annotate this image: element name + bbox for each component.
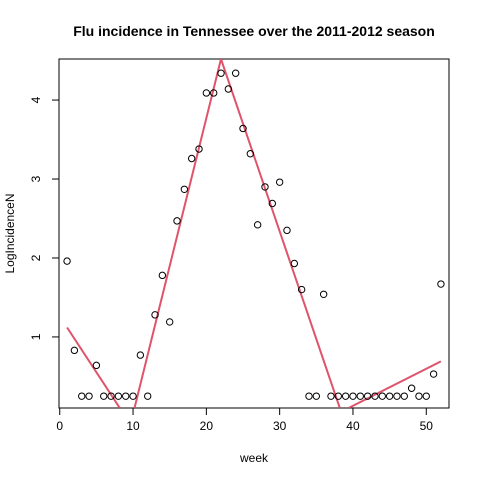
- data-point: [100, 392, 108, 400]
- data-point: [407, 384, 416, 392]
- data-point: [144, 392, 152, 400]
- data-point: [129, 392, 137, 400]
- x-tick-label: 10: [126, 419, 140, 433]
- chart-title: Flu incidence in Tennessee over the 2011…: [73, 23, 435, 39]
- fit-lines: [66, 59, 442, 408]
- data-point: [246, 150, 255, 158]
- x-tick-label: 0: [56, 419, 63, 433]
- data-point: [202, 89, 211, 97]
- data-point: [415, 392, 423, 400]
- x-tick-label: 40: [346, 419, 360, 433]
- x-axis-label: week: [239, 451, 269, 465]
- data-point: [422, 392, 430, 400]
- data-point: [78, 392, 86, 400]
- data-point: [327, 392, 335, 400]
- data-point: [319, 290, 328, 298]
- data-point: [356, 392, 364, 400]
- y-axis-label: LogIncidenceN: [3, 193, 17, 273]
- data-point: [180, 185, 189, 193]
- data-point: [334, 392, 343, 400]
- y-tick-label: 1: [29, 333, 43, 340]
- data-point: [349, 392, 357, 400]
- data-point: [70, 346, 79, 355]
- x-tick-label: 30: [273, 419, 287, 433]
- data-point: [173, 217, 181, 225]
- x-tick-label: 20: [200, 419, 214, 433]
- data-point: [275, 178, 284, 186]
- data-point: [283, 226, 291, 235]
- fit-line-segment: [66, 326, 121, 408]
- fit-line-segment: [133, 59, 341, 408]
- data-point: [195, 145, 203, 153]
- data-point: [437, 280, 445, 288]
- data-point: [393, 392, 401, 400]
- data-point: [231, 69, 240, 77]
- data-point: [136, 351, 145, 359]
- fit-line-segment: [348, 360, 442, 408]
- data-point: [158, 271, 167, 280]
- data-point: [341, 392, 350, 400]
- data-point: [151, 311, 159, 319]
- data-point: [217, 69, 225, 77]
- data-point: [114, 392, 123, 400]
- data-point: [305, 392, 313, 400]
- data-point: [268, 199, 277, 208]
- data-points: [63, 69, 445, 400]
- data-point: [187, 154, 196, 163]
- data-point: [400, 392, 408, 400]
- data-point: [92, 361, 101, 370]
- x-axis: 0 10 20 30 40 50: [56, 407, 434, 433]
- data-point: [312, 392, 321, 400]
- y-tick-label: 2: [29, 254, 43, 261]
- y-tick-label: 4: [29, 96, 43, 103]
- y-tick-label: 3: [29, 175, 43, 182]
- data-point: [85, 392, 93, 400]
- data-point: [363, 392, 372, 400]
- data-point: [253, 221, 262, 229]
- data-point: [378, 392, 386, 400]
- data-point: [429, 370, 438, 378]
- data-point: [63, 257, 71, 265]
- data-point: [165, 318, 174, 326]
- data-point: [297, 285, 306, 294]
- data-point: [239, 124, 247, 133]
- x-tick-label: 50: [420, 419, 434, 433]
- data-point: [385, 392, 394, 400]
- data-point: [209, 89, 218, 97]
- plot-area-frame: [58, 58, 450, 409]
- data-point: [224, 85, 233, 93]
- data-point: [371, 392, 379, 400]
- data-point: [290, 259, 299, 268]
- data-point: [261, 183, 269, 191]
- y-axis: 1 2 3 4: [29, 96, 60, 340]
- data-point: [107, 392, 115, 400]
- data-point: [122, 392, 130, 400]
